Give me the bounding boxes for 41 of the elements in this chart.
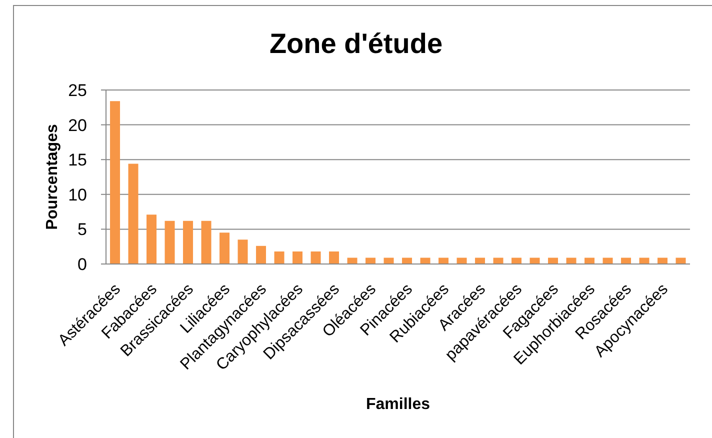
bar <box>183 220 194 264</box>
bar <box>238 240 248 264</box>
bar <box>292 251 303 264</box>
bar <box>584 258 595 264</box>
bar <box>329 251 340 264</box>
bar <box>402 258 412 264</box>
bar <box>220 232 230 264</box>
bar <box>621 258 632 264</box>
bar <box>384 258 394 264</box>
bar <box>530 258 540 264</box>
bar <box>512 258 522 264</box>
bar <box>366 258 376 264</box>
bar <box>274 251 284 264</box>
y-tick-label: 25 <box>68 81 87 100</box>
bar <box>456 258 467 264</box>
bar <box>146 214 157 264</box>
bar <box>658 258 668 264</box>
y-tick-label: 10 <box>68 185 87 204</box>
x-axis-title: Familles <box>366 396 430 412</box>
chart-title: Zone d'étude <box>269 28 443 59</box>
y-axis-title: Pourcentages <box>44 124 60 230</box>
y-tick-label: 15 <box>68 150 87 170</box>
bar <box>201 220 212 264</box>
bar <box>676 258 686 264</box>
bar <box>475 258 486 264</box>
bar <box>602 258 613 264</box>
y-tick-label: 5 <box>78 220 87 240</box>
bar <box>548 258 558 264</box>
bar <box>438 258 449 264</box>
bar <box>256 246 266 264</box>
bar <box>164 220 175 264</box>
y-tick-label: 20 <box>68 116 87 135</box>
y-tick-label: 0 <box>78 255 87 274</box>
bar <box>347 258 358 264</box>
bar <box>110 101 120 264</box>
bar <box>128 164 138 264</box>
bar <box>420 258 430 264</box>
bar <box>639 258 650 264</box>
bar <box>566 258 576 264</box>
bar <box>310 251 321 264</box>
bar <box>493 258 504 264</box>
